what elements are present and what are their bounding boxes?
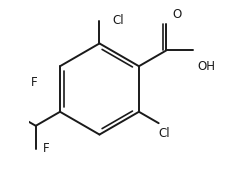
Text: F: F xyxy=(43,142,49,155)
Text: Cl: Cl xyxy=(158,127,170,140)
Text: OH: OH xyxy=(197,60,216,73)
Text: O: O xyxy=(172,8,181,21)
Text: F: F xyxy=(31,76,37,89)
Text: Cl: Cl xyxy=(112,14,124,27)
